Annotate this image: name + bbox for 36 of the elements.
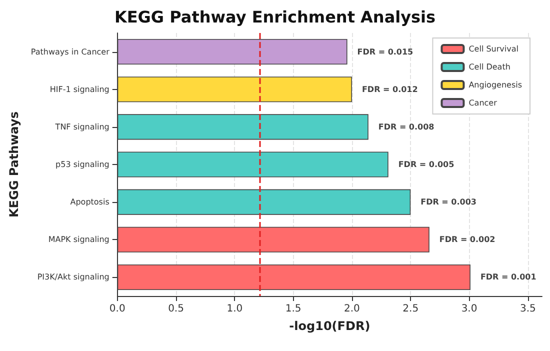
x-tick-label: 2.5 xyxy=(402,304,419,314)
y-tick-label: Apoptosis xyxy=(70,198,110,207)
x-tick-label: 3.5 xyxy=(520,304,536,314)
x-tick-label: 1.5 xyxy=(285,304,302,314)
annotation: FDR = 0.003 xyxy=(420,198,476,207)
y-tick-label: HIF-1 signaling xyxy=(50,84,110,94)
x-tick-label: 2.0 xyxy=(344,304,360,314)
legend-label: Cell Death xyxy=(468,62,510,72)
x-tick-label: 1.0 xyxy=(226,304,243,314)
y-axis-title: KEGG Pathways xyxy=(7,111,21,218)
x-tick-label: 3.0 xyxy=(461,304,478,314)
legend-label: Cell Survival xyxy=(468,44,518,54)
y-tick-label: MAPK signaling xyxy=(48,235,110,244)
x-tick-label: 0.5 xyxy=(168,304,184,314)
chart-title: KEGG Pathway Enrichment Analysis xyxy=(114,8,436,26)
bar xyxy=(117,114,368,140)
x-tick-label: 0.0 xyxy=(109,304,126,314)
bar xyxy=(117,76,352,102)
y-tick-label: PI3K/Akt signaling xyxy=(37,272,110,282)
annotation: FDR = 0.012 xyxy=(362,84,418,94)
bar xyxy=(117,264,470,290)
annotation: FDR = 0.008 xyxy=(378,122,435,132)
y-tick-label: TNF signaling xyxy=(54,122,110,132)
bar xyxy=(117,226,430,252)
bar xyxy=(117,39,348,65)
bar xyxy=(117,152,388,178)
bar xyxy=(117,189,411,215)
y-tick-label: p53 signaling xyxy=(56,160,110,169)
y-tick-label: Pathways in Cancer xyxy=(30,47,110,56)
annotation: FDR = 0.015 xyxy=(357,47,414,56)
annotation: FDR = 0.005 xyxy=(398,160,455,169)
annotation: FDR = 0.001 xyxy=(480,272,537,282)
annotation: FDR = 0.002 xyxy=(439,235,496,244)
legend-label: Cancer xyxy=(468,98,498,108)
legend-label: Angiogenesis xyxy=(468,80,522,90)
x-axis-title: -log10(FDR) xyxy=(289,319,370,333)
